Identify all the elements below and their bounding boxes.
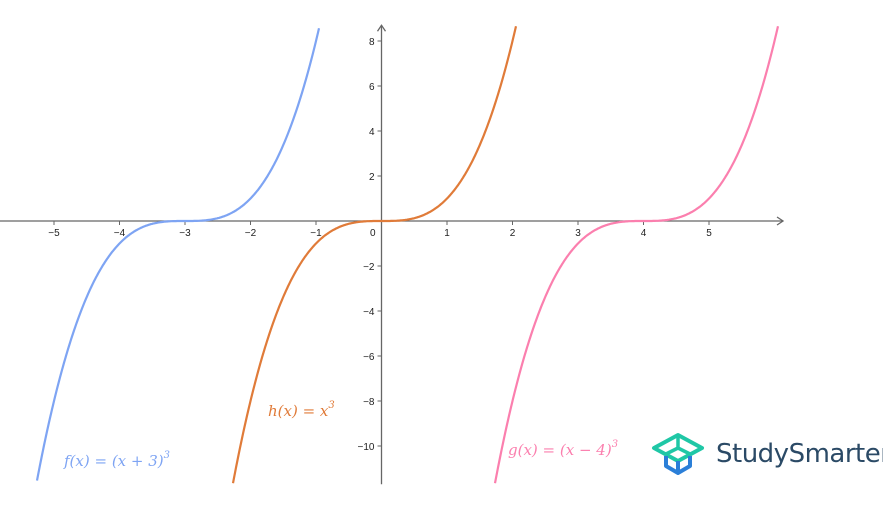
x-tick-label: 1 [444,228,450,239]
y-tick-label: −8 [363,397,375,408]
y-axis-arrow [376,24,387,32]
y-tick-label: −6 [363,352,375,363]
function-label: f(x) = (x + 3)3 [63,450,170,470]
y-tick-label: −10 [358,442,375,453]
y-tick-label: −4 [363,307,375,318]
origin-label: 0 [370,228,376,239]
function-label: h(x) = x3 [268,400,335,420]
y-tick-label: 2 [369,172,375,183]
x-tick-label: −3 [179,228,191,239]
logo-icon [652,433,704,475]
logo-text: StudySmarter [716,439,883,469]
y-tick-label: 6 [369,82,375,93]
studysmarter-logo: StudySmarter [650,432,883,476]
y-tick-label: −2 [363,262,375,273]
y-tick-label: 4 [369,127,375,138]
x-tick-label: 4 [641,228,647,239]
x-tick-label: −4 [114,228,126,239]
x-tick-label: 3 [575,228,581,239]
function-label: g(x) = (x − 4)3 [508,439,618,459]
y-tick-label: 8 [369,37,375,48]
curve-1 [231,25,518,484]
x-tick-label: 2 [510,228,516,239]
x-tick-label: −5 [48,228,60,239]
curve-2 [493,25,780,484]
x-tick-label: −1 [310,228,322,239]
x-tick-label: 5 [706,228,712,239]
x-tick-label: −2 [245,228,257,239]
curve-0 [35,28,321,481]
x-axis-arrow [776,216,785,226]
